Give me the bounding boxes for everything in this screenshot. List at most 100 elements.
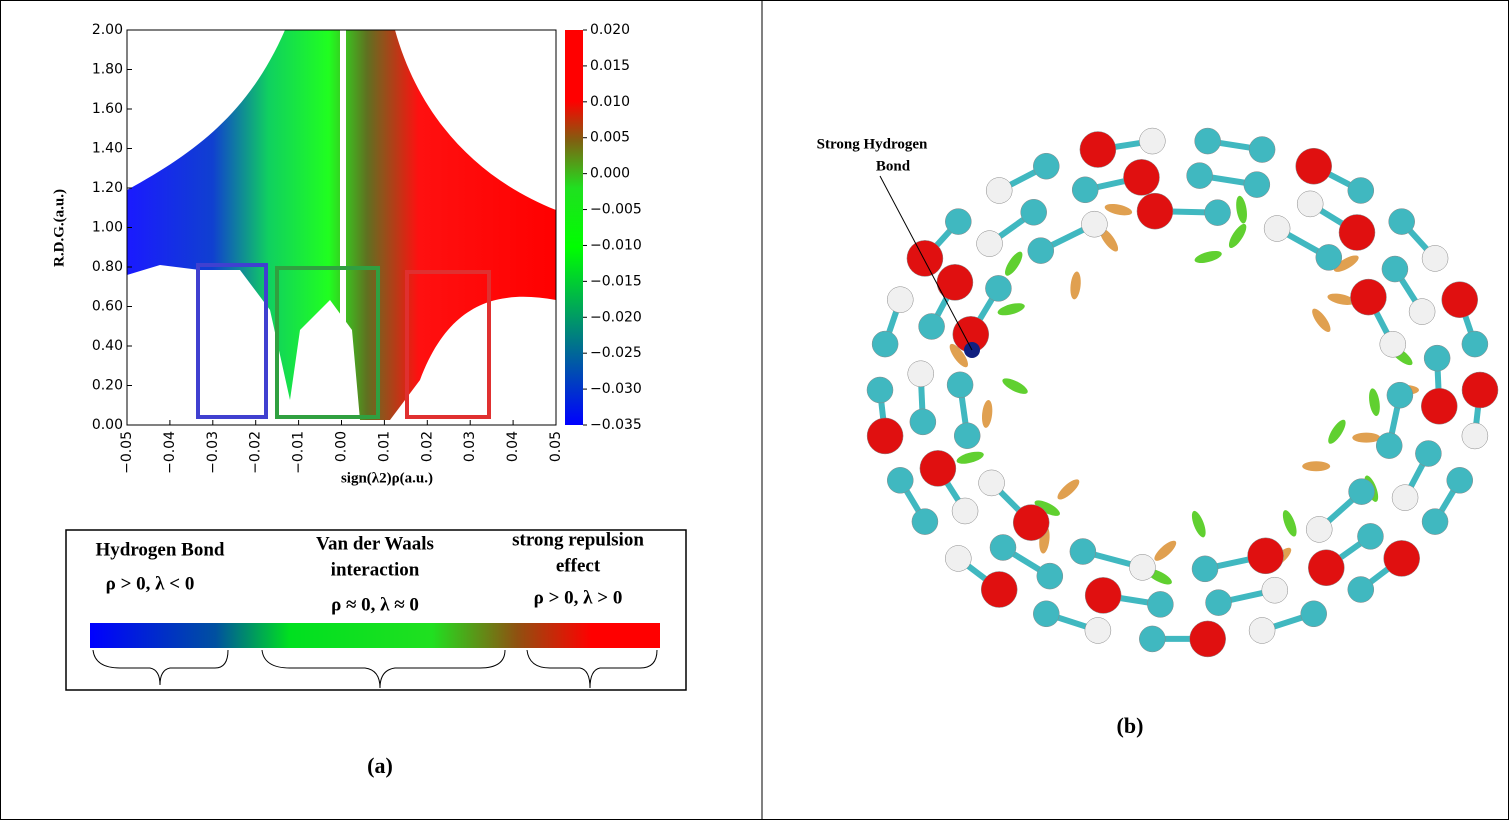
atom bbox=[1308, 549, 1345, 586]
atom bbox=[1421, 245, 1449, 272]
x-tick-label: −0.05 bbox=[119, 431, 135, 474]
atom bbox=[1084, 617, 1112, 644]
x-tick-label: 0.05 bbox=[548, 431, 564, 462]
atom bbox=[1415, 440, 1442, 467]
atom bbox=[1139, 127, 1166, 155]
interaction-surface bbox=[1191, 510, 1206, 538]
atom bbox=[1027, 237, 1055, 264]
interaction-surface bbox=[1333, 255, 1359, 272]
interaction-surface bbox=[981, 399, 993, 428]
atom bbox=[1036, 562, 1064, 590]
x-tick-label: −0.03 bbox=[205, 431, 221, 474]
legend-text: effect bbox=[556, 555, 601, 576]
x-tick-label: 0.00 bbox=[334, 431, 350, 462]
interaction-surface bbox=[956, 451, 984, 464]
colorbar-tick-label: −0.035 bbox=[590, 417, 642, 433]
atom bbox=[1261, 576, 1289, 604]
atom bbox=[871, 330, 899, 358]
atom bbox=[1446, 467, 1473, 494]
atom bbox=[1191, 555, 1219, 583]
interaction-surface bbox=[997, 303, 1025, 316]
atom bbox=[1388, 208, 1415, 235]
colorbar-tick-label: −0.010 bbox=[590, 237, 642, 253]
atom bbox=[1129, 554, 1156, 581]
atom bbox=[1123, 159, 1160, 196]
atom bbox=[1069, 538, 1097, 565]
colorbar-tick-label: −0.030 bbox=[590, 381, 642, 397]
atom bbox=[953, 422, 981, 449]
x-tick-label: 0.04 bbox=[505, 431, 521, 462]
colorbar-tick-label: −0.020 bbox=[590, 309, 642, 325]
atom bbox=[1194, 127, 1221, 155]
atom bbox=[1147, 591, 1174, 618]
atom bbox=[1347, 177, 1375, 204]
y-tick-label: 0.20 bbox=[92, 378, 123, 394]
atom bbox=[1408, 298, 1436, 325]
atom bbox=[1461, 422, 1489, 450]
atom bbox=[989, 534, 1017, 561]
atom bbox=[1296, 190, 1324, 218]
interaction-surface bbox=[1328, 419, 1346, 444]
atom bbox=[866, 376, 894, 404]
interaction-surface bbox=[1034, 500, 1060, 516]
colorbar-tick-label: −0.005 bbox=[590, 202, 642, 218]
legend-text: strong repulsion bbox=[512, 529, 644, 550]
atom bbox=[907, 360, 934, 388]
y-tick-label: 0.40 bbox=[92, 338, 123, 354]
y-tick-label: 0.80 bbox=[92, 259, 123, 275]
colorbar-tick-label: 0.015 bbox=[590, 58, 630, 74]
atom bbox=[906, 240, 944, 277]
atom bbox=[976, 230, 1003, 257]
panel-label: (b) bbox=[1117, 713, 1144, 738]
interaction-surface bbox=[1194, 250, 1222, 264]
atom bbox=[1379, 331, 1407, 358]
interaction-surface bbox=[1369, 388, 1380, 417]
atom bbox=[945, 545, 972, 572]
interaction-surface bbox=[1154, 540, 1177, 561]
legend-text: ρ > 0, λ < 0 bbox=[106, 573, 195, 594]
legend-text: Hydrogen Bond bbox=[96, 539, 225, 560]
gradient-bar bbox=[90, 623, 660, 648]
atom bbox=[1461, 330, 1489, 358]
colorbar-tick-label: 0.005 bbox=[590, 130, 630, 146]
atom bbox=[1300, 600, 1327, 628]
atom bbox=[887, 467, 914, 494]
atom bbox=[887, 286, 914, 313]
y-tick-label: 0.00 bbox=[92, 417, 123, 433]
legend-box bbox=[65, 529, 687, 691]
atom bbox=[1139, 625, 1166, 653]
colorbar-tick-label: −0.025 bbox=[590, 345, 642, 361]
interaction-surface bbox=[1104, 203, 1133, 216]
colorbar-tick-label: 0.010 bbox=[590, 94, 630, 110]
atom bbox=[1350, 278, 1387, 316]
molecule-image bbox=[866, 127, 1499, 658]
atom bbox=[1305, 516, 1333, 543]
atom bbox=[985, 177, 1013, 204]
x-tick-label: −0.01 bbox=[291, 431, 307, 474]
interaction-surface bbox=[1236, 195, 1247, 224]
y-tick-label: 1.60 bbox=[92, 101, 123, 117]
x-tick-label: −0.02 bbox=[248, 431, 264, 474]
scatter-gap bbox=[340, 30, 346, 330]
braces bbox=[92, 649, 658, 689]
interaction-surface bbox=[1005, 251, 1023, 276]
atom bbox=[919, 450, 957, 487]
atom bbox=[1386, 381, 1414, 409]
atom bbox=[1033, 152, 1060, 180]
annotation: Strong Hydrogen bbox=[817, 136, 928, 152]
colorbar-tick-label: −0.015 bbox=[590, 273, 642, 289]
interaction-surface bbox=[949, 343, 969, 368]
atom bbox=[1315, 244, 1343, 271]
atom bbox=[1243, 171, 1271, 198]
atom bbox=[1338, 214, 1376, 251]
atom bbox=[1423, 344, 1451, 372]
atom bbox=[936, 264, 974, 301]
atom bbox=[1071, 176, 1099, 204]
y-tick-label: 1.40 bbox=[92, 141, 123, 157]
x-tick-label: 0.01 bbox=[376, 431, 392, 462]
x-axis-label: sign(λ2)ρ(a.u.) bbox=[341, 470, 433, 486]
atom bbox=[1204, 199, 1231, 226]
atom bbox=[1136, 192, 1174, 230]
atom bbox=[1020, 199, 1047, 226]
annotation-arrow bbox=[879, 175, 973, 351]
